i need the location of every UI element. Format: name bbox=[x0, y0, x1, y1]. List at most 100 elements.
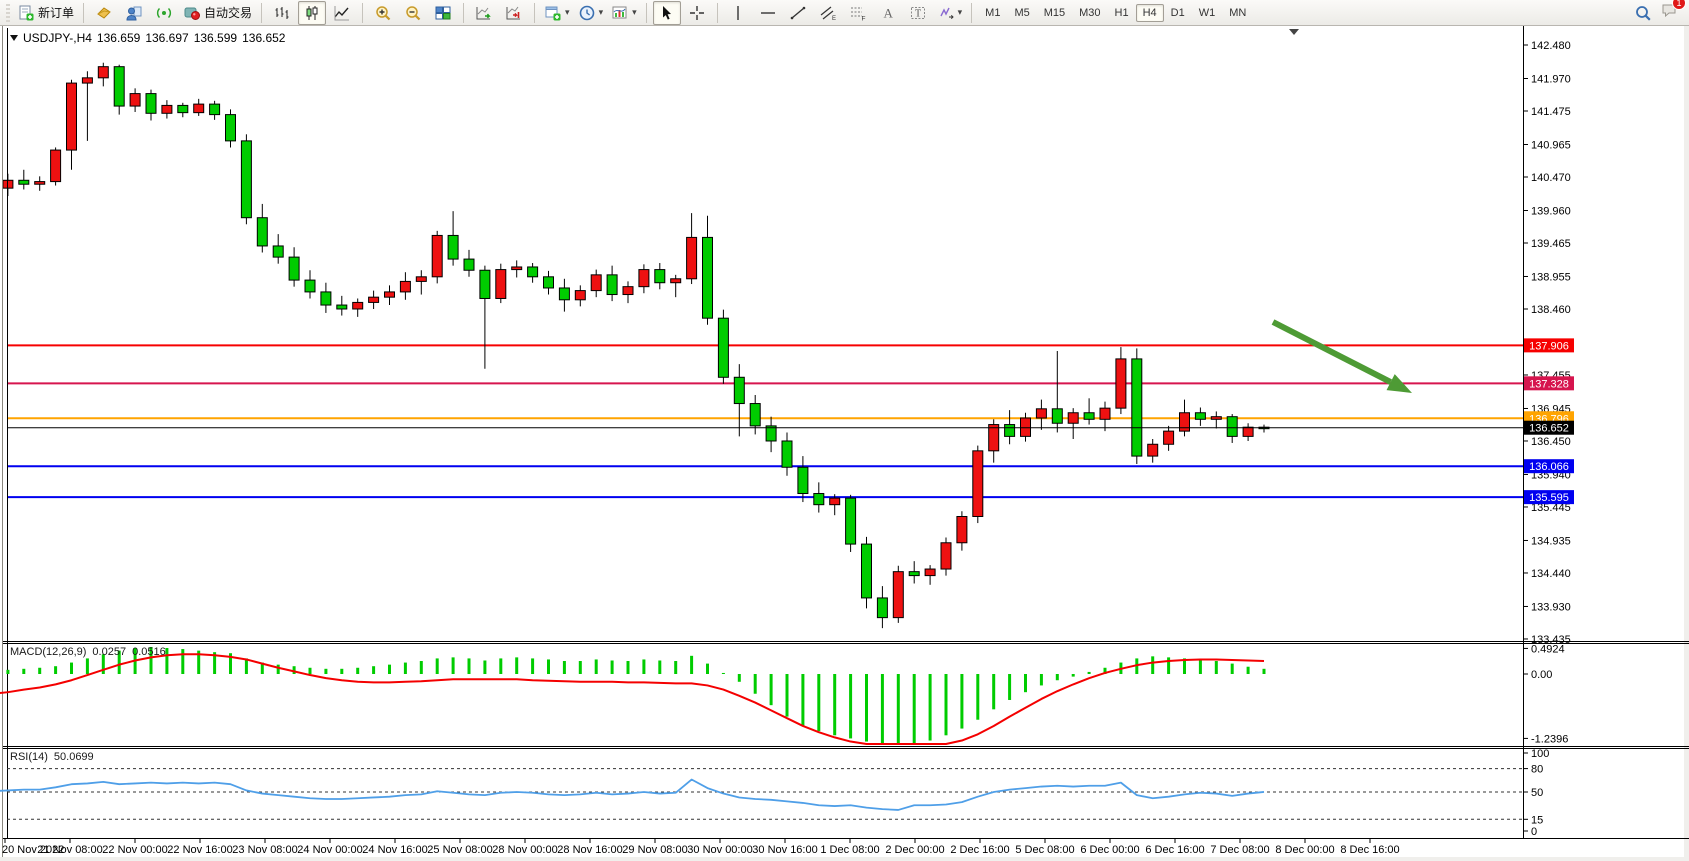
timeframe-W1[interactable]: W1 bbox=[1198, 6, 1216, 19]
accounts-button[interactable] bbox=[120, 1, 148, 25]
svg-text:8 Dec 00:00: 8 Dec 00:00 bbox=[1275, 844, 1334, 856]
auto-scroll-button[interactable] bbox=[470, 1, 498, 25]
ohlc-close: 136.652 bbox=[242, 31, 286, 45]
svg-text:T: T bbox=[915, 8, 921, 19]
svg-text:20 Nov 2022: 20 Nov 2022 bbox=[2, 844, 64, 856]
line-chart-button[interactable] bbox=[328, 1, 356, 25]
market-watch-button[interactable] bbox=[90, 1, 118, 25]
svg-text:E: E bbox=[832, 16, 836, 22]
chart-shift-icon bbox=[506, 6, 521, 19]
svg-text:141.970: 141.970 bbox=[1531, 73, 1571, 85]
rsi-line bbox=[0, 778, 1265, 811]
zoom-in-button[interactable] bbox=[369, 1, 397, 25]
signal-icon bbox=[156, 7, 172, 18]
ohlc-open: 136.659 bbox=[96, 31, 141, 45]
pane-borders bbox=[2, 26, 1689, 857]
crosshair-tool-button[interactable] bbox=[683, 1, 711, 25]
separator bbox=[261, 2, 263, 23]
timeframe-M1[interactable]: M1 bbox=[985, 6, 1001, 19]
trendline-tool[interactable] bbox=[784, 1, 812, 25]
candlestick-chart-button[interactable] bbox=[298, 0, 327, 25]
zoom-in-icon bbox=[376, 5, 391, 20]
rsi-value: 50.0699 bbox=[53, 751, 94, 763]
svg-text:139.465: 139.465 bbox=[1531, 238, 1571, 250]
notifications-button[interactable]: 1 bbox=[1660, 0, 1686, 24]
svg-text:1 Dec 08:00: 1 Dec 08:00 bbox=[820, 844, 879, 856]
horizontal-line-tool[interactable] bbox=[754, 1, 782, 25]
new-chart-icon bbox=[545, 6, 561, 20]
auto-trading-label: 自动交易 bbox=[204, 6, 253, 20]
fibonacci-icon: F bbox=[850, 7, 865, 22]
new-order-button[interactable]: 新订单 bbox=[14, 1, 77, 25]
cursor-icon bbox=[662, 5, 671, 20]
cursor-tool-button[interactable] bbox=[652, 0, 681, 25]
indicators-button[interactable]: ▾ bbox=[608, 1, 640, 25]
svg-text:29 Nov 08:00: 29 Nov 08:00 bbox=[622, 844, 687, 856]
line-chart-icon bbox=[334, 5, 350, 20]
price-tag bbox=[1524, 376, 1574, 391]
timeframe-M5[interactable]: M5 bbox=[1014, 6, 1030, 19]
arrows-tool[interactable]: ▾ bbox=[934, 1, 966, 25]
chevron-down-icon: ▾ bbox=[565, 7, 570, 17]
separator bbox=[534, 2, 536, 23]
equidistant-channel-tool[interactable]: E bbox=[814, 1, 842, 25]
svg-text:135.445: 135.445 bbox=[1531, 502, 1571, 514]
separator bbox=[645, 2, 647, 23]
timeframe-D1[interactable]: D1 bbox=[1170, 6, 1185, 19]
chart-shift-marker[interactable] bbox=[1289, 29, 1299, 35]
bar-chart-icon bbox=[275, 6, 289, 19]
fibonacci-tool[interactable]: F bbox=[844, 1, 872, 25]
svg-text:142.480: 142.480 bbox=[1531, 40, 1571, 52]
candlestick-icon bbox=[306, 5, 318, 20]
tile-windows-button[interactable] bbox=[429, 1, 457, 25]
vertical-line-icon bbox=[736, 5, 739, 20]
separator bbox=[83, 2, 85, 23]
timeframe-M30[interactable]: M30 bbox=[1079, 6, 1101, 19]
text-icon: A bbox=[883, 5, 893, 20]
zoom-out-button[interactable] bbox=[399, 1, 427, 25]
signals-button[interactable] bbox=[150, 1, 178, 25]
timeframe-H1[interactable]: H1 bbox=[1114, 6, 1129, 19]
user-chart-icon bbox=[126, 6, 142, 20]
svg-text:25 Nov 08:00: 25 Nov 08:00 bbox=[427, 844, 492, 856]
macd-value-signal: 0.0516 bbox=[132, 646, 166, 658]
svg-text:135.595: 135.595 bbox=[1529, 492, 1569, 504]
price-axis: 142.480 141.970 141.475 140.965 140.470 139.9… bbox=[1523, 40, 1574, 646]
main-toolbar: 新订单 bbox=[0, 0, 1689, 26]
auto-trading-button[interactable]: 自动交易 bbox=[180, 1, 255, 25]
separator bbox=[463, 2, 465, 23]
chevron-down-icon: ▾ bbox=[957, 7, 963, 17]
vertical-line-tool[interactable] bbox=[724, 1, 752, 25]
timeframe-H4[interactable]: H4 bbox=[1135, 3, 1164, 22]
search-icon[interactable] bbox=[1634, 4, 1652, 22]
svg-text:0: 0 bbox=[1531, 826, 1537, 838]
svg-text:30 Nov 16:00: 30 Nov 16:00 bbox=[752, 844, 817, 856]
text-tool[interactable]: A bbox=[874, 1, 902, 25]
price-tag bbox=[1524, 420, 1574, 435]
rsi-name: RSI(14) bbox=[10, 751, 48, 763]
svg-text:6 Dec 16:00: 6 Dec 16:00 bbox=[1145, 844, 1204, 856]
text-label-tool[interactable]: T bbox=[904, 1, 932, 25]
svg-text:80: 80 bbox=[1531, 764, 1543, 776]
bar-chart-button[interactable] bbox=[268, 1, 296, 25]
annotation-arrow[interactable] bbox=[1271, 319, 1412, 393]
svg-text:139.960: 139.960 bbox=[1531, 205, 1571, 217]
ohlc-low: 136.599 bbox=[193, 31, 238, 45]
rsi-pane: 100 80 50 150 bbox=[0, 748, 1549, 838]
rsi-label: RSI(14) 50.0699 bbox=[10, 751, 94, 763]
svg-text:138.460: 138.460 bbox=[1531, 304, 1571, 316]
periods-button[interactable]: ▾ bbox=[575, 1, 607, 25]
svg-text:50: 50 bbox=[1531, 787, 1543, 799]
svg-text:8 Dec 16:00: 8 Dec 16:00 bbox=[1340, 844, 1399, 856]
svg-text:23 Nov 08:00: 23 Nov 08:00 bbox=[232, 844, 297, 856]
auto-trading-icon bbox=[184, 7, 201, 20]
chart-shift-button[interactable] bbox=[500, 1, 528, 25]
new-chart-button[interactable]: ▾ bbox=[541, 1, 573, 25]
timeframe-M15[interactable]: M15 bbox=[1043, 6, 1066, 19]
symbol-label: USDJPY-,H4 bbox=[23, 31, 92, 45]
timeframe-MN[interactable]: MN bbox=[1229, 6, 1247, 19]
svg-text:137.328: 137.328 bbox=[1529, 378, 1569, 390]
svg-text:2 Dec 16:00: 2 Dec 16:00 bbox=[950, 844, 1009, 856]
symbol-dropdown-icon[interactable] bbox=[10, 35, 18, 41]
